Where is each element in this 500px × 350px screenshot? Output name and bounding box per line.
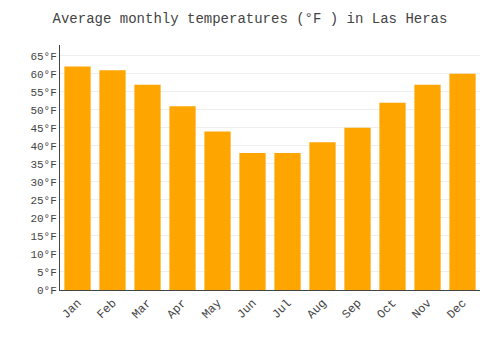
svg-text:35°F: 35°F bbox=[30, 159, 56, 171]
svg-text:Feb: Feb bbox=[94, 297, 119, 322]
svg-text:65°F: 65°F bbox=[30, 51, 56, 63]
svg-text:25°F: 25°F bbox=[30, 195, 56, 207]
svg-text:Jun: Jun bbox=[234, 297, 259, 322]
svg-text:10°F: 10°F bbox=[30, 249, 56, 261]
svg-text:Sep: Sep bbox=[339, 297, 364, 322]
svg-text:60°F: 60°F bbox=[30, 69, 56, 81]
svg-text:30°F: 30°F bbox=[30, 177, 56, 189]
svg-text:Jul: Jul bbox=[269, 297, 294, 322]
svg-text:50°F: 50°F bbox=[30, 105, 56, 117]
svg-text:40°F: 40°F bbox=[30, 141, 56, 153]
svg-text:Average monthly temperatures (: Average monthly temperatures (°F ) in La… bbox=[53, 11, 448, 27]
svg-text:0°F: 0°F bbox=[37, 285, 57, 297]
svg-text:55°F: 55°F bbox=[30, 87, 56, 99]
svg-text:Apr: Apr bbox=[164, 297, 189, 322]
svg-text:Jan: Jan bbox=[59, 297, 84, 322]
svg-text:Nov: Nov bbox=[409, 297, 434, 322]
svg-text:May: May bbox=[199, 297, 224, 322]
svg-text:Aug: Aug bbox=[304, 297, 329, 322]
svg-text:20°F: 20°F bbox=[30, 213, 56, 225]
svg-text:45°F: 45°F bbox=[30, 123, 56, 135]
svg-text:Mar: Mar bbox=[129, 297, 154, 322]
svg-text:15°F: 15°F bbox=[30, 231, 56, 243]
svg-text:5°F: 5°F bbox=[37, 267, 57, 279]
svg-text:Dec: Dec bbox=[444, 297, 469, 322]
svg-text:Oct: Oct bbox=[374, 297, 399, 322]
